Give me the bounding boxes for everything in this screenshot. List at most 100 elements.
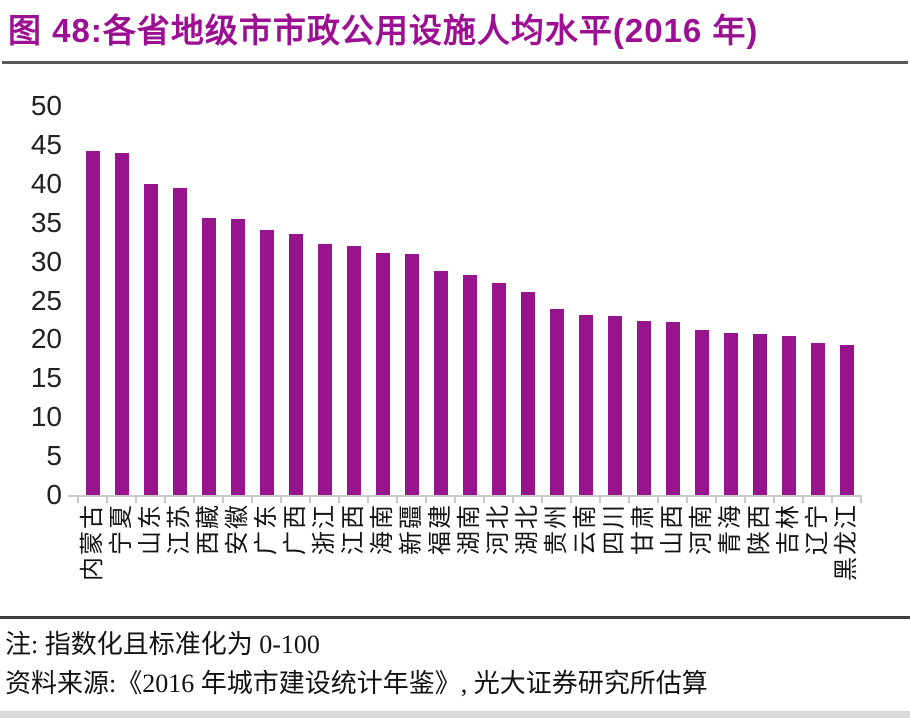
bar-陕西 — [752, 333, 767, 495]
bar-湖北 — [520, 291, 535, 495]
chart-source: 资料来源:《2016 年城市建设统计年鉴》, 光大证券研究所估算 — [5, 669, 708, 698]
bar-江苏 — [172, 187, 187, 495]
y-axis-tick-label: 45 — [30, 128, 62, 160]
x-axis-tick — [77, 495, 79, 503]
y-axis-tick-label: 50 — [30, 90, 62, 121]
bar-西藏 — [201, 218, 216, 495]
bar-吉林 — [781, 335, 796, 495]
x-axis-tick — [309, 495, 311, 503]
y-axis-tick-label: 0 — [46, 479, 62, 510]
x-axis — [68, 495, 862, 497]
bar-湖南 — [462, 274, 477, 495]
x-axis-tick — [251, 495, 253, 503]
x-axis-label-四川: 四川 — [601, 503, 628, 555]
bar-海南 — [375, 253, 390, 495]
title-separator — [2, 61, 908, 64]
x-axis-tick — [512, 495, 514, 503]
x-axis-tick — [367, 495, 369, 503]
x-axis-tick — [396, 495, 398, 503]
x-axis-tick — [193, 495, 195, 503]
bar-云南 — [578, 314, 593, 495]
x-axis-label-内蒙古: 内蒙古 — [79, 503, 106, 581]
x-axis-tick — [164, 495, 166, 503]
x-axis-label-贵州: 贵州 — [543, 503, 570, 555]
y-axis-tick-label: 25 — [30, 284, 62, 316]
y-axis-tick-label: 35 — [30, 206, 62, 238]
y-axis-tick-label: 15 — [30, 362, 62, 394]
x-axis-label-陕西: 陕西 — [746, 503, 773, 555]
x-axis-tick — [222, 495, 224, 503]
x-axis-tick — [657, 495, 659, 503]
chart-note: 注: 指数化且标准化为 0-100 — [5, 630, 320, 659]
x-axis-tick — [454, 495, 456, 503]
x-axis-tick — [599, 495, 601, 503]
x-axis-label-海南: 海南 — [369, 503, 396, 555]
bar-辽宁 — [810, 343, 825, 495]
x-axis-label-河南: 河南 — [688, 503, 715, 555]
bar-新疆 — [404, 253, 419, 495]
x-axis-label-辽宁: 辽宁 — [804, 503, 831, 555]
x-axis-label-吉林: 吉林 — [775, 503, 802, 555]
y-axis-tick-label: 30 — [30, 245, 62, 277]
bar-甘肃 — [636, 320, 651, 495]
x-axis-tick — [802, 495, 804, 503]
y-axis-tick-label: 40 — [30, 167, 62, 199]
bar-江西 — [346, 246, 361, 495]
bar-浙江 — [317, 244, 332, 495]
x-axis-tick — [106, 495, 108, 503]
figure-title: 图 48:各省地级市市政公用设施人均水平(2016 年) — [8, 12, 759, 49]
bar-青海 — [723, 333, 738, 495]
x-axis-tick — [570, 495, 572, 503]
bar-广东 — [259, 230, 274, 495]
x-axis-tick — [686, 495, 688, 503]
x-axis-label-安徽: 安徽 — [224, 503, 251, 555]
bar-四川 — [607, 316, 622, 495]
x-axis-label-广西: 广西 — [282, 503, 309, 555]
x-axis-label-黑龙江: 黑龙江 — [833, 503, 860, 581]
bar-河北 — [491, 282, 506, 495]
bar-贵州 — [549, 309, 564, 495]
x-axis-tick — [338, 495, 340, 503]
x-axis-label-山东: 山东 — [137, 503, 164, 555]
bar-河南 — [694, 330, 709, 495]
x-axis-tick — [541, 495, 543, 503]
bar-广西 — [288, 234, 303, 495]
x-axis-label-广东: 广东 — [253, 503, 280, 555]
x-axis-tick — [135, 495, 137, 503]
x-axis-label-江西: 江西 — [340, 503, 367, 555]
x-axis-label-湖南: 湖南 — [456, 503, 483, 555]
x-axis-tick — [831, 495, 833, 503]
x-axis-tick — [483, 495, 485, 503]
y-axis-tick-label: 20 — [30, 323, 62, 355]
bar-宁夏 — [114, 152, 129, 495]
x-axis-label-湖北: 湖北 — [514, 503, 541, 555]
bar-黑龙江 — [839, 344, 854, 495]
x-axis-label-新疆: 新疆 — [398, 503, 425, 555]
bar-山西 — [665, 322, 680, 495]
x-axis-label-宁夏: 宁夏 — [108, 503, 135, 555]
x-axis-tick — [425, 495, 427, 503]
y-axis-tick-label: 10 — [30, 401, 62, 433]
x-axis-tick — [715, 495, 717, 503]
bar-安徽 — [230, 218, 245, 495]
y-axis-tick-label: 5 — [46, 440, 62, 472]
note-separator — [0, 616, 910, 619]
x-axis-label-山西: 山西 — [659, 503, 686, 555]
x-axis-tick — [744, 495, 746, 503]
x-axis-label-浙江: 浙江 — [311, 503, 338, 555]
x-axis-label-福建: 福建 — [427, 503, 454, 555]
bar-山东 — [143, 183, 158, 495]
page-bottom-band — [0, 711, 910, 718]
x-axis-tick — [860, 495, 862, 503]
x-axis-label-江苏: 江苏 — [166, 503, 193, 555]
bar-内蒙古 — [85, 151, 100, 495]
x-axis-label-西藏: 西藏 — [195, 503, 222, 555]
bar-福建 — [433, 270, 448, 495]
x-axis-tick — [773, 495, 775, 503]
x-axis-label-甘肃: 甘肃 — [630, 503, 657, 555]
x-axis-tick — [628, 495, 630, 503]
x-axis-tick — [280, 495, 282, 503]
x-axis-label-青海: 青海 — [717, 503, 744, 555]
x-axis-label-河北: 河北 — [485, 503, 512, 555]
